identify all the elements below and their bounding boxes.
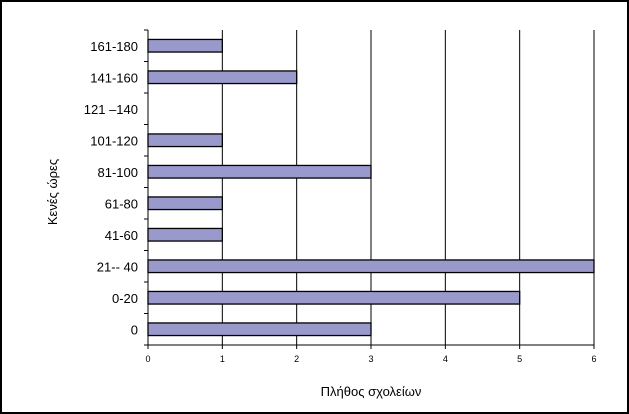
y-category-label: 101-120 [90, 133, 138, 148]
x-tick-label-0: 0 [145, 354, 150, 364]
tick-labels: 0 1 2 3 4 5 6 0 0-20 21-- 40 41-60 61-80 81-100 101-1… [84, 39, 597, 364]
x-tick-label-4: 4 [443, 354, 448, 364]
x-tick-label-1: 1 [220, 354, 225, 364]
y-category-label: 61-80 [105, 196, 138, 211]
bar-161-180 [147, 38, 223, 53]
y-category-label: 81-100 [98, 165, 138, 180]
y-axis-title: Κενές ώρες [45, 159, 60, 225]
y-category-label: 0-20 [112, 291, 138, 306]
axes [144, 29, 595, 349]
x-tick-label-6: 6 [591, 354, 596, 364]
y-category-label: 0 [131, 322, 138, 337]
bar-0-20 [147, 290, 521, 305]
y-category-label: 161-180 [90, 39, 138, 54]
bar-0 [147, 322, 372, 337]
bar-101-120 [147, 133, 223, 148]
bar-41-60 [147, 227, 223, 242]
x-tick-label-5: 5 [517, 354, 522, 364]
bar-61-80 [147, 196, 223, 211]
y-category-label: 41-60 [105, 228, 138, 243]
y-category-label: 141-160 [90, 70, 138, 85]
y-category-label: 21-- 40 [97, 259, 138, 274]
bar-21--40 [147, 259, 595, 274]
bar-81-100 [147, 164, 372, 179]
x-axis-title: Πλήθος σχολείων [321, 384, 422, 399]
x-tick-label-2: 2 [294, 354, 299, 364]
x-tick-label-3: 3 [368, 354, 373, 364]
y-category-label: 121 –140 [84, 102, 138, 117]
bar-141-160 [147, 70, 298, 85]
